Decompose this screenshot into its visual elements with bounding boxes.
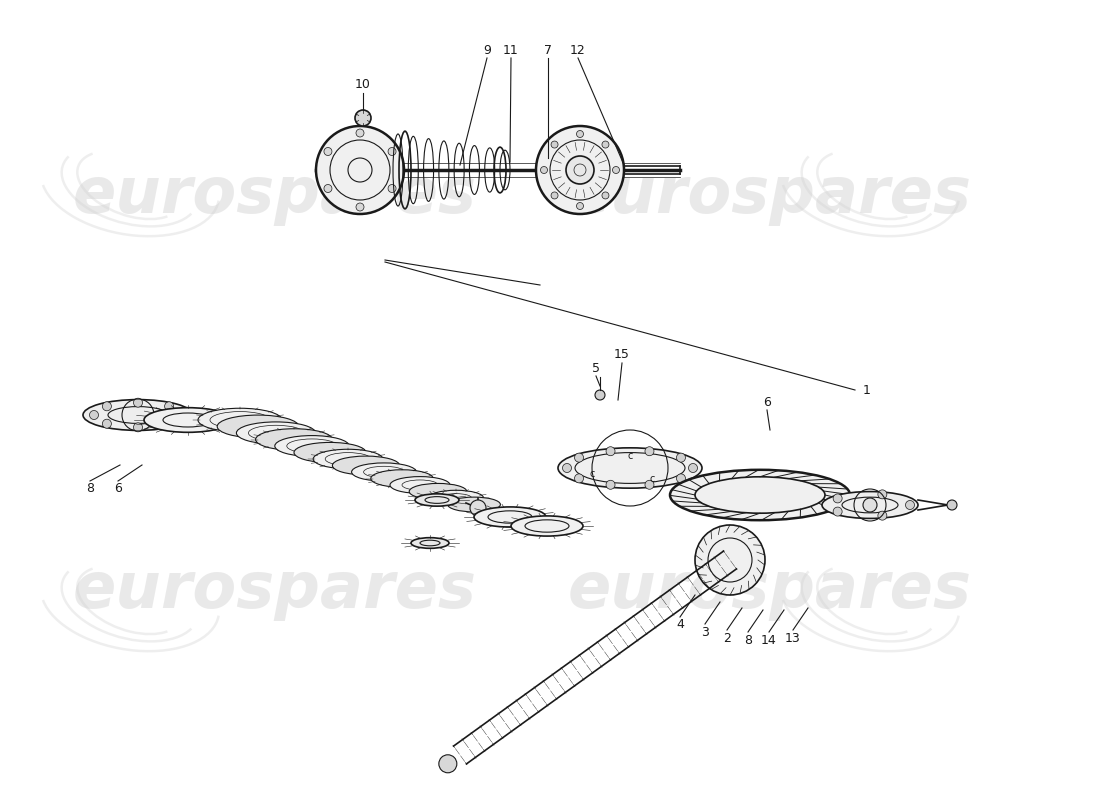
Ellipse shape xyxy=(371,470,433,487)
Text: 1: 1 xyxy=(864,383,871,397)
Ellipse shape xyxy=(415,494,459,506)
Circle shape xyxy=(133,423,143,432)
Circle shape xyxy=(89,410,99,419)
Circle shape xyxy=(833,507,843,516)
Text: 12: 12 xyxy=(570,43,586,57)
Ellipse shape xyxy=(411,538,449,548)
Ellipse shape xyxy=(314,450,383,469)
Circle shape xyxy=(540,166,548,174)
Ellipse shape xyxy=(236,422,316,444)
Circle shape xyxy=(562,463,572,473)
Circle shape xyxy=(470,500,486,516)
Ellipse shape xyxy=(390,477,450,494)
Circle shape xyxy=(439,754,456,773)
Text: 14: 14 xyxy=(761,634,777,646)
Circle shape xyxy=(102,419,111,428)
Circle shape xyxy=(388,185,396,193)
Ellipse shape xyxy=(448,497,501,512)
Circle shape xyxy=(833,494,843,503)
Ellipse shape xyxy=(275,435,349,457)
Text: 3: 3 xyxy=(701,626,708,638)
Text: eurospares: eurospares xyxy=(568,559,972,621)
Ellipse shape xyxy=(352,463,417,481)
Ellipse shape xyxy=(558,448,702,488)
Circle shape xyxy=(576,202,583,210)
Circle shape xyxy=(695,525,764,595)
Ellipse shape xyxy=(255,429,332,450)
Text: c: c xyxy=(649,474,654,484)
Ellipse shape xyxy=(332,456,399,475)
Ellipse shape xyxy=(198,408,282,432)
Text: 6: 6 xyxy=(763,395,771,409)
Ellipse shape xyxy=(82,399,192,430)
Text: eurospares: eurospares xyxy=(73,559,477,621)
Circle shape xyxy=(676,453,685,462)
Circle shape xyxy=(645,446,654,456)
Ellipse shape xyxy=(144,408,232,432)
Circle shape xyxy=(356,203,364,211)
Text: eurospares: eurospares xyxy=(73,164,477,226)
Circle shape xyxy=(165,402,174,410)
Text: 10: 10 xyxy=(355,78,371,91)
Text: 8: 8 xyxy=(744,634,752,646)
Circle shape xyxy=(551,141,558,148)
Circle shape xyxy=(864,498,877,512)
Circle shape xyxy=(947,500,957,510)
Text: eurospares: eurospares xyxy=(568,164,972,226)
Circle shape xyxy=(177,410,187,419)
Ellipse shape xyxy=(428,490,484,506)
Text: 6: 6 xyxy=(114,482,122,494)
Circle shape xyxy=(165,419,174,428)
Circle shape xyxy=(356,129,364,137)
Circle shape xyxy=(645,480,654,490)
Ellipse shape xyxy=(409,483,466,499)
Circle shape xyxy=(566,156,594,184)
Circle shape xyxy=(355,110,371,126)
Ellipse shape xyxy=(474,507,546,527)
Text: 5: 5 xyxy=(592,362,600,374)
Circle shape xyxy=(551,192,558,199)
Circle shape xyxy=(595,390,605,400)
Circle shape xyxy=(536,126,624,214)
Text: 9: 9 xyxy=(483,43,491,57)
Circle shape xyxy=(606,446,615,456)
Text: 7: 7 xyxy=(544,43,552,57)
Circle shape xyxy=(613,166,619,174)
Circle shape xyxy=(316,126,404,214)
Text: c: c xyxy=(590,469,595,479)
Circle shape xyxy=(676,474,685,483)
Ellipse shape xyxy=(822,491,918,518)
Text: 4: 4 xyxy=(676,618,684,631)
Text: c: c xyxy=(627,450,632,461)
Circle shape xyxy=(324,147,332,155)
Circle shape xyxy=(689,463,697,473)
Circle shape xyxy=(602,141,609,148)
Circle shape xyxy=(574,474,583,483)
Text: 15: 15 xyxy=(614,349,630,362)
Circle shape xyxy=(133,398,143,407)
Text: 13: 13 xyxy=(785,631,801,645)
Ellipse shape xyxy=(217,415,299,438)
Circle shape xyxy=(388,147,396,155)
Circle shape xyxy=(905,501,914,510)
Text: 2: 2 xyxy=(723,631,730,645)
Circle shape xyxy=(602,192,609,199)
Circle shape xyxy=(576,130,583,138)
Circle shape xyxy=(878,490,887,499)
Text: 11: 11 xyxy=(503,43,519,57)
Ellipse shape xyxy=(512,516,583,536)
Text: 8: 8 xyxy=(86,482,94,494)
Circle shape xyxy=(324,185,332,193)
Circle shape xyxy=(574,453,583,462)
Ellipse shape xyxy=(670,470,850,520)
Circle shape xyxy=(878,511,887,520)
Circle shape xyxy=(102,402,111,410)
Ellipse shape xyxy=(294,442,366,462)
Circle shape xyxy=(606,480,615,490)
